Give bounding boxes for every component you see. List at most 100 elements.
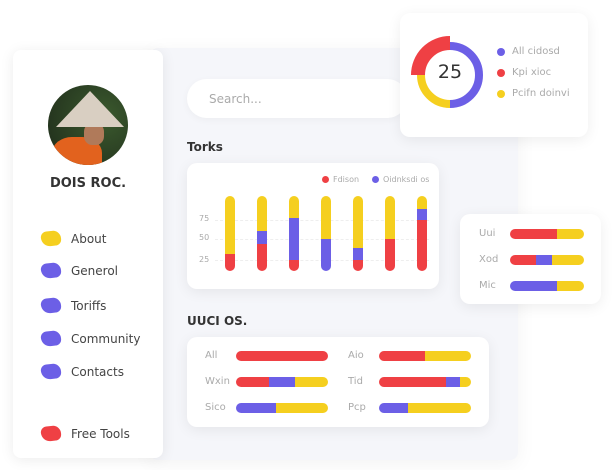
donut-segment: [417, 74, 451, 108]
bar-segment: [407, 402, 471, 413]
search-placeholder: Search...: [209, 91, 262, 106]
progress-bar: [379, 402, 471, 413]
bar: [321, 196, 331, 271]
progress-bar: [236, 350, 328, 361]
nav-label: Toriffs: [71, 298, 107, 313]
sidebar-item-generol[interactable]: Generol: [40, 261, 119, 280]
bar-segment: [225, 253, 235, 271]
legend-item: Kpi xioc: [497, 67, 570, 78]
bar-segment: [321, 196, 331, 239]
progress-row: Sico: [205, 402, 328, 413]
bar-segment: [289, 259, 299, 271]
stacked-bar-chart: Fdison Oidnksdi os 75 50 25: [187, 163, 439, 289]
bar: [353, 196, 363, 271]
sidebar-item-community[interactable]: Community: [40, 329, 141, 348]
bar-segment: [385, 196, 395, 239]
bar-segment: [236, 402, 276, 413]
progress-row: Aio: [348, 350, 471, 361]
bar-segment: [510, 254, 536, 265]
sidebar: DOIS ROC. About Generol Toriffs Community Co…: [13, 50, 163, 458]
progress-row: All: [205, 350, 328, 361]
bar-segment: [236, 350, 328, 361]
nav-label: Contacts: [71, 364, 124, 379]
nav-icon: [40, 329, 62, 348]
bar-segment: [257, 196, 267, 231]
row-label: Uui: [479, 228, 496, 239]
bar-segment: [289, 196, 299, 218]
avatar: [48, 85, 128, 165]
bar-segment: [353, 196, 363, 248]
nav-icon: [40, 261, 62, 280]
bar-segment: [275, 402, 328, 413]
legend-item: All cidosd: [497, 46, 570, 57]
nav-icon: [40, 424, 62, 443]
legend-item: Fdison: [322, 175, 359, 184]
bar-segment: [459, 376, 471, 387]
row-label: Mic: [479, 280, 496, 291]
bar-segment: [510, 228, 558, 239]
progress-row: Mic: [479, 280, 584, 291]
sidebar-item-toriffs[interactable]: Toriffs: [40, 296, 107, 315]
sidebar-item-contacts[interactable]: Contacts: [40, 362, 124, 381]
bar-segment: [269, 376, 295, 387]
bar-segment: [353, 259, 363, 271]
progress-bar: [379, 376, 471, 387]
progress-row: Pcp: [348, 402, 471, 413]
progress-bar: [510, 254, 584, 265]
bar-segment: [510, 280, 558, 291]
donut-segment: [449, 42, 483, 108]
sidebar-item-free-tools[interactable]: Free Tools: [40, 424, 130, 443]
donut-chart: [411, 36, 483, 108]
nav-icon: [40, 296, 62, 315]
section-title: UUCI OS.: [187, 314, 248, 328]
bar-segment: [379, 350, 425, 361]
progress-row: Xod: [479, 254, 584, 265]
progress-bar: [510, 280, 584, 291]
row-label: Pcp: [348, 402, 366, 413]
progress-bar: [379, 350, 471, 361]
bar-segment: [225, 196, 235, 254]
bar-segment: [535, 254, 553, 265]
legend-item: Oidnksdi os: [372, 175, 429, 184]
progress-row: Wxin: [205, 376, 328, 387]
progress-bar: [236, 402, 328, 413]
bar: [289, 196, 299, 271]
nav-icon: [40, 229, 62, 248]
bar-segment: [321, 238, 331, 271]
row-label: Xod: [479, 254, 499, 265]
nav-label: Generol: [71, 263, 119, 278]
chart-title: Torks: [187, 140, 223, 154]
legend-item: Pcifn doinvi: [497, 88, 570, 99]
y-tick: 25: [199, 255, 210, 264]
progress-row: Tid: [348, 376, 471, 387]
row-label: Sico: [205, 402, 226, 413]
progress-bar: [236, 376, 328, 387]
y-tick: 50: [199, 233, 210, 242]
bar-segment: [236, 376, 270, 387]
row-label: Wxin: [205, 376, 230, 387]
bar-segment: [552, 254, 584, 265]
bar: [417, 196, 427, 271]
user-name: DOIS ROC.: [49, 176, 127, 191]
sidebar-item-about[interactable]: About: [40, 229, 107, 248]
progress-row: Uui: [479, 228, 584, 239]
bar-segment: [289, 217, 299, 260]
bar-segment: [353, 247, 363, 260]
bar-segment: [385, 238, 395, 271]
row-label: Tid: [348, 376, 363, 387]
donut-value: 25: [437, 61, 463, 83]
side-progress-card: Uui Xod Mic: [460, 214, 601, 304]
bar: [385, 196, 395, 271]
nav-label: Community: [71, 331, 141, 346]
bar-segment: [257, 230, 267, 244]
bar-segment: [557, 228, 584, 239]
bar-segment: [557, 280, 584, 291]
bar-segment: [417, 220, 427, 271]
nav-label: About: [71, 231, 107, 246]
search-input[interactable]: Search...: [187, 79, 407, 118]
donut-segment: [411, 36, 451, 76]
bar-segment: [379, 402, 408, 413]
row-label: Aio: [348, 350, 364, 361]
bar-segment: [425, 350, 471, 361]
progress-card: All Wxin Sico Aio Tid Pcp: [187, 337, 489, 427]
